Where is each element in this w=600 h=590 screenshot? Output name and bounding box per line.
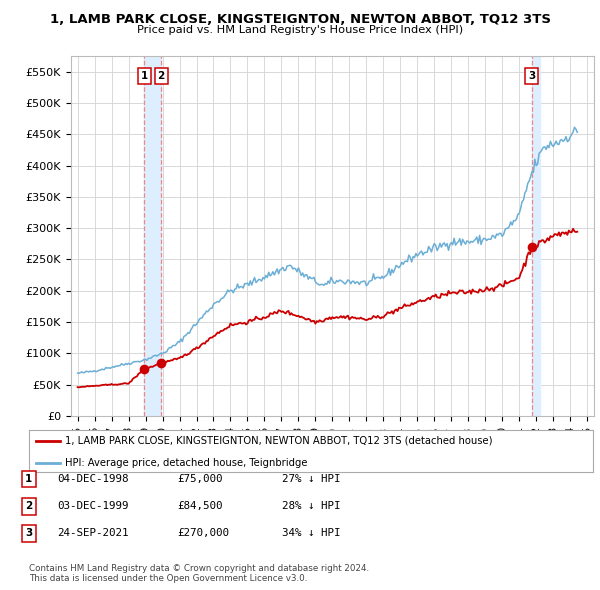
Text: 04-DEC-1998: 04-DEC-1998 bbox=[57, 474, 128, 484]
Text: 28% ↓ HPI: 28% ↓ HPI bbox=[282, 502, 341, 511]
Text: 1: 1 bbox=[25, 474, 32, 484]
Text: 2: 2 bbox=[158, 71, 165, 81]
Bar bbox=[532, 56, 539, 416]
Text: HPI: Average price, detached house, Teignbridge: HPI: Average price, detached house, Teig… bbox=[65, 458, 308, 468]
Text: Contains HM Land Registry data © Crown copyright and database right 2024.
This d: Contains HM Land Registry data © Crown c… bbox=[29, 563, 369, 583]
Text: 03-DEC-1999: 03-DEC-1999 bbox=[57, 502, 128, 511]
Text: Price paid vs. HM Land Registry's House Price Index (HPI): Price paid vs. HM Land Registry's House … bbox=[137, 25, 463, 35]
Text: £75,000: £75,000 bbox=[177, 474, 223, 484]
Text: 34% ↓ HPI: 34% ↓ HPI bbox=[282, 529, 341, 538]
Text: £84,500: £84,500 bbox=[177, 502, 223, 511]
Text: 24-SEP-2021: 24-SEP-2021 bbox=[57, 529, 128, 538]
Text: 27% ↓ HPI: 27% ↓ HPI bbox=[282, 474, 341, 484]
Text: 1, LAMB PARK CLOSE, KINGSTEIGNTON, NEWTON ABBOT, TQ12 3TS: 1, LAMB PARK CLOSE, KINGSTEIGNTON, NEWTO… bbox=[49, 13, 551, 26]
Text: 3: 3 bbox=[528, 71, 535, 81]
Bar bbox=[144, 56, 161, 416]
Text: 1, LAMB PARK CLOSE, KINGSTEIGNTON, NEWTON ABBOT, TQ12 3TS (detached house): 1, LAMB PARK CLOSE, KINGSTEIGNTON, NEWTO… bbox=[65, 436, 493, 446]
Text: £270,000: £270,000 bbox=[177, 529, 229, 538]
Text: 3: 3 bbox=[25, 529, 32, 538]
Text: 1: 1 bbox=[140, 71, 148, 81]
Text: 2: 2 bbox=[25, 502, 32, 511]
